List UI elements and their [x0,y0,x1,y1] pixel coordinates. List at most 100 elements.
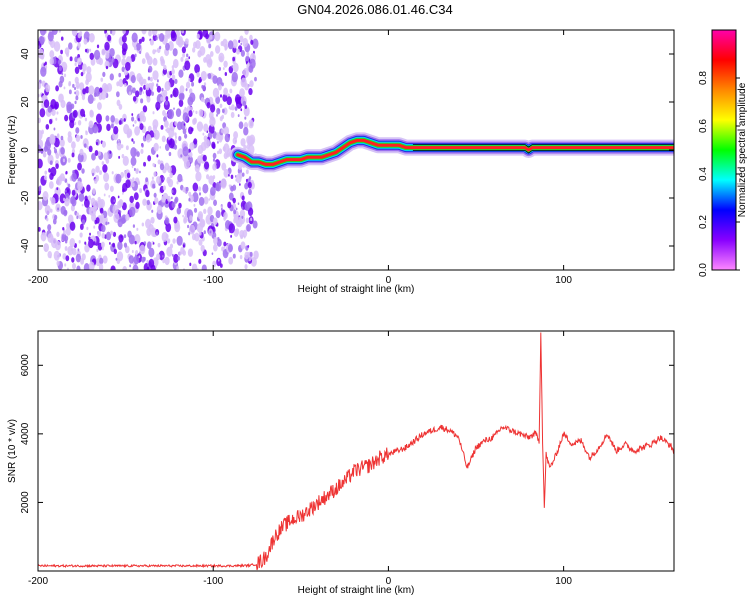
noise-speckle [84,241,87,245]
noise-speckle [178,99,184,107]
noise-speckle [228,66,234,74]
spectrogram-x-tick-label: 0 [386,275,392,286]
noise-speckle [134,240,137,245]
noise-speckle [86,145,89,150]
noise-speckle [81,203,84,207]
noise-speckle [147,155,152,162]
noise-speckle [171,201,176,209]
noise-speckle [122,182,128,192]
noise-speckle [209,51,214,57]
noise-speckle [53,41,61,52]
noise-speckle [141,30,147,35]
noise-speckle [161,195,166,203]
noise-speckle [230,234,233,238]
noise-speckle [168,127,175,138]
noise-speckle [217,84,222,91]
noise-speckle [224,133,231,143]
noise-speckle [126,132,131,139]
noise-speckle [164,120,169,128]
noise-speckle [55,240,61,251]
noise-speckle [145,189,150,198]
noise-speckle [135,90,140,98]
noise-speckle [79,232,83,238]
noise-speckle [240,77,247,88]
noise-speckle [152,31,155,35]
noise-speckle [151,209,154,213]
noise-speckle [97,150,101,157]
noise-speckle [152,162,155,167]
noise-speckle [123,118,126,122]
noise-speckle [141,58,146,65]
noise-speckle [39,36,45,45]
noise-speckle [163,64,167,71]
noise-speckle [64,235,69,242]
noise-speckle [192,47,196,53]
noise-speckle [202,154,207,162]
noise-speckle [74,56,78,63]
noise-speckle [152,70,159,81]
noise-speckle [121,153,125,159]
noise-speckle [195,110,198,115]
noise-speckle [109,73,114,81]
noise-speckle [223,143,230,154]
snr-x-tick-label: 100 [555,576,572,587]
noise-speckle [198,239,203,246]
noise-speckle [84,48,88,53]
noise-speckle [167,108,175,120]
noise-speckle [88,238,94,249]
noise-speckle [220,205,223,209]
noise-speckle [97,196,101,203]
noise-speckle [240,234,244,240]
noise-speckle [146,241,152,249]
noise-speckle [118,234,124,243]
noise-speckle [253,250,259,260]
snr-x-tick-label: -100 [203,576,223,587]
noise-speckle [237,114,240,118]
noise-speckle [245,169,249,175]
noise-speckle [165,128,167,132]
noise-speckle [188,126,193,135]
noise-speckle [123,234,127,239]
noise-speckle [173,107,175,110]
noise-speckle [109,185,114,192]
noise-speckle [171,74,176,81]
noise-speckle [223,168,229,178]
noise-speckle [38,158,43,169]
noise-speckle [123,242,128,248]
noise-speckle [199,231,202,236]
noise-speckle [95,113,102,124]
noise-speckle [203,135,208,142]
noise-speckle [155,265,158,269]
noise-speckle [79,148,84,156]
noise-speckle [231,64,234,68]
noise-speckle [244,202,250,211]
noise-speckle [247,181,252,189]
noise-speckle [107,34,112,42]
noise-speckle [222,93,228,102]
noise-speckle [194,64,200,74]
noise-speckle [131,116,135,122]
noise-speckle [136,72,142,82]
noise-speckle [111,57,115,63]
noise-speckle [173,253,179,263]
noise-speckle [162,109,166,116]
noise-speckle [200,244,205,252]
noise-speckle [132,124,135,127]
noise-speckle [91,153,96,161]
noise-speckle [231,71,238,83]
noise-speckle [145,218,152,229]
noise-speckle [77,120,82,126]
noise-speckle [193,138,198,145]
noise-speckle [169,243,174,249]
noise-speckle [86,184,91,192]
noise-speckle [248,176,252,180]
noise-speckle [66,189,69,193]
noise-speckle [196,33,200,40]
noise-speckle [172,48,178,57]
noise-speckle [180,154,183,158]
snr-y-ticks: 2000 4000 6000 [20,354,674,514]
noise-speckle [68,89,72,95]
noise-speckle [74,91,76,95]
noise-speckle [51,30,58,36]
noise-speckle [149,85,153,91]
